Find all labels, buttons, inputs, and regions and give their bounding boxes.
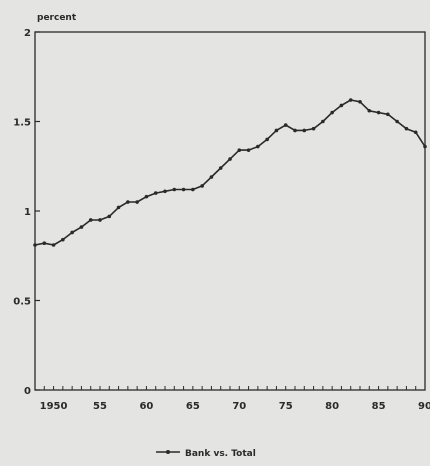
data-point xyxy=(330,110,334,115)
data-point xyxy=(293,128,297,133)
data-point xyxy=(256,144,260,149)
data-point xyxy=(274,128,279,133)
series-layer xyxy=(33,98,427,247)
data-point xyxy=(33,243,37,247)
data-point xyxy=(153,191,158,195)
data-point xyxy=(302,128,307,133)
data-point xyxy=(413,130,418,135)
y-tick-label: 1.5 xyxy=(13,118,31,129)
x-tick-label: 75 xyxy=(279,401,293,412)
data-point xyxy=(191,187,195,192)
data-point xyxy=(283,123,288,127)
data-point xyxy=(98,218,102,222)
data-point xyxy=(88,218,93,222)
data-point xyxy=(51,243,56,247)
data-point xyxy=(237,148,242,152)
data-point xyxy=(228,157,232,161)
data-point xyxy=(144,194,149,199)
data-point xyxy=(107,214,112,219)
x-tick-label: 85 xyxy=(372,401,386,412)
data-point xyxy=(386,112,390,117)
x-tick-label: 80 xyxy=(325,401,339,412)
legend-marker xyxy=(166,450,170,454)
data-point xyxy=(181,187,186,192)
data-point xyxy=(404,126,409,131)
data-point xyxy=(61,237,65,242)
series-line xyxy=(34,99,426,246)
x-tick-label: 55 xyxy=(93,401,107,412)
legend-label: Bank vs. Total xyxy=(185,449,256,459)
data-point xyxy=(367,108,372,113)
data-point xyxy=(163,189,167,194)
x-tick-label: 70 xyxy=(232,401,246,412)
y-unit-label: percent xyxy=(37,13,77,23)
data-point xyxy=(348,98,353,102)
data-point xyxy=(42,241,47,246)
x-tick-label: 60 xyxy=(139,401,153,412)
data-point xyxy=(209,175,214,179)
data-point xyxy=(311,126,316,131)
axes: percent 0 0.5 1 1.5 2 1950 55 60 65 70 75 80 85 90 xyxy=(13,13,430,412)
plot-frame xyxy=(34,31,426,391)
data-point xyxy=(358,100,362,104)
x-tick-label: 65 xyxy=(186,401,200,412)
x-tick-label: 1950 xyxy=(40,401,68,412)
data-point xyxy=(172,187,177,192)
data-point xyxy=(200,184,204,188)
data-point xyxy=(79,225,84,229)
legend: Bank vs. Total xyxy=(156,449,256,459)
y-tick-label: 1 xyxy=(24,207,31,218)
data-point xyxy=(376,110,381,115)
y-tick-label: 0 xyxy=(24,386,31,397)
data-point xyxy=(246,148,251,152)
x-tick-label: 90 xyxy=(418,401,430,412)
data-point xyxy=(126,200,130,204)
data-point xyxy=(135,200,139,204)
data-point xyxy=(395,119,399,124)
data-point xyxy=(116,205,121,210)
y-tick-label: 0.5 xyxy=(13,297,31,308)
data-point xyxy=(218,166,223,170)
data-point xyxy=(265,137,269,142)
data-point xyxy=(339,103,344,108)
y-tick-label: 2 xyxy=(24,28,31,39)
data-point xyxy=(423,144,427,149)
data-point xyxy=(321,119,325,124)
data-point xyxy=(70,230,74,235)
